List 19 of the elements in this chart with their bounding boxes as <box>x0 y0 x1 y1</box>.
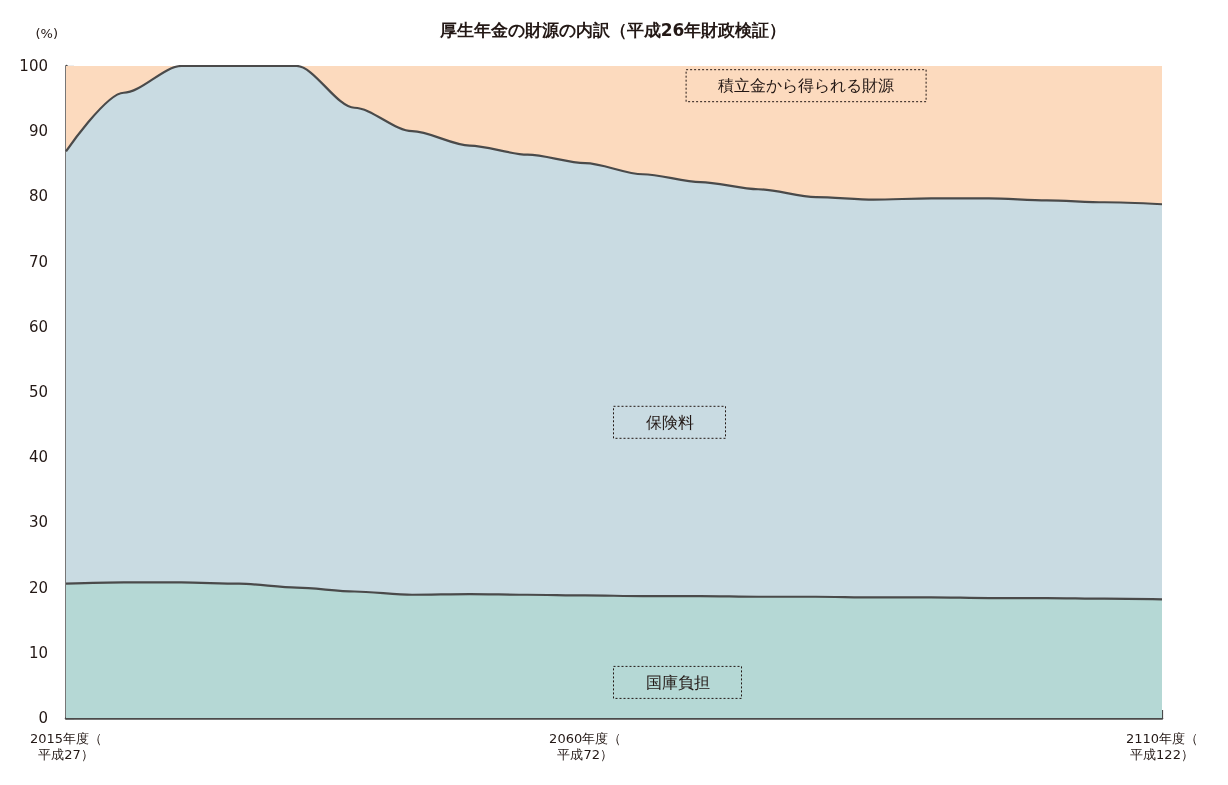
x-tick-label: 2015年度（平成27） <box>29 730 103 762</box>
series-label: 国庫負担 <box>645 672 710 692</box>
y-tick-label: 90 <box>28 122 48 141</box>
y-tick-label: 100 <box>19 57 48 75</box>
x-tick-label: 2110年度（平成122） <box>1125 730 1199 762</box>
y-tick-label: 70 <box>28 252 48 271</box>
y-axis-title: (%) <box>35 26 58 41</box>
y-tick-label: 20 <box>28 578 48 597</box>
y-tick-label: 40 <box>28 448 48 467</box>
series-label: 積立金から得られる財源 <box>718 76 895 96</box>
series-label: 保険料 <box>645 412 694 432</box>
y-tick-label: 0 <box>38 709 48 727</box>
y-tick-label: 10 <box>28 643 48 662</box>
y-tick-label: 50 <box>28 383 48 401</box>
y-tick-label: 60 <box>28 317 48 336</box>
x-tick-label: 2060年度（平成72） <box>549 730 622 762</box>
chart-title: 厚生年金の財源の内訳（平成26年財政検証） <box>438 19 787 40</box>
y-tick-label: 80 <box>28 187 48 206</box>
y-tick-label: 30 <box>28 513 48 532</box>
